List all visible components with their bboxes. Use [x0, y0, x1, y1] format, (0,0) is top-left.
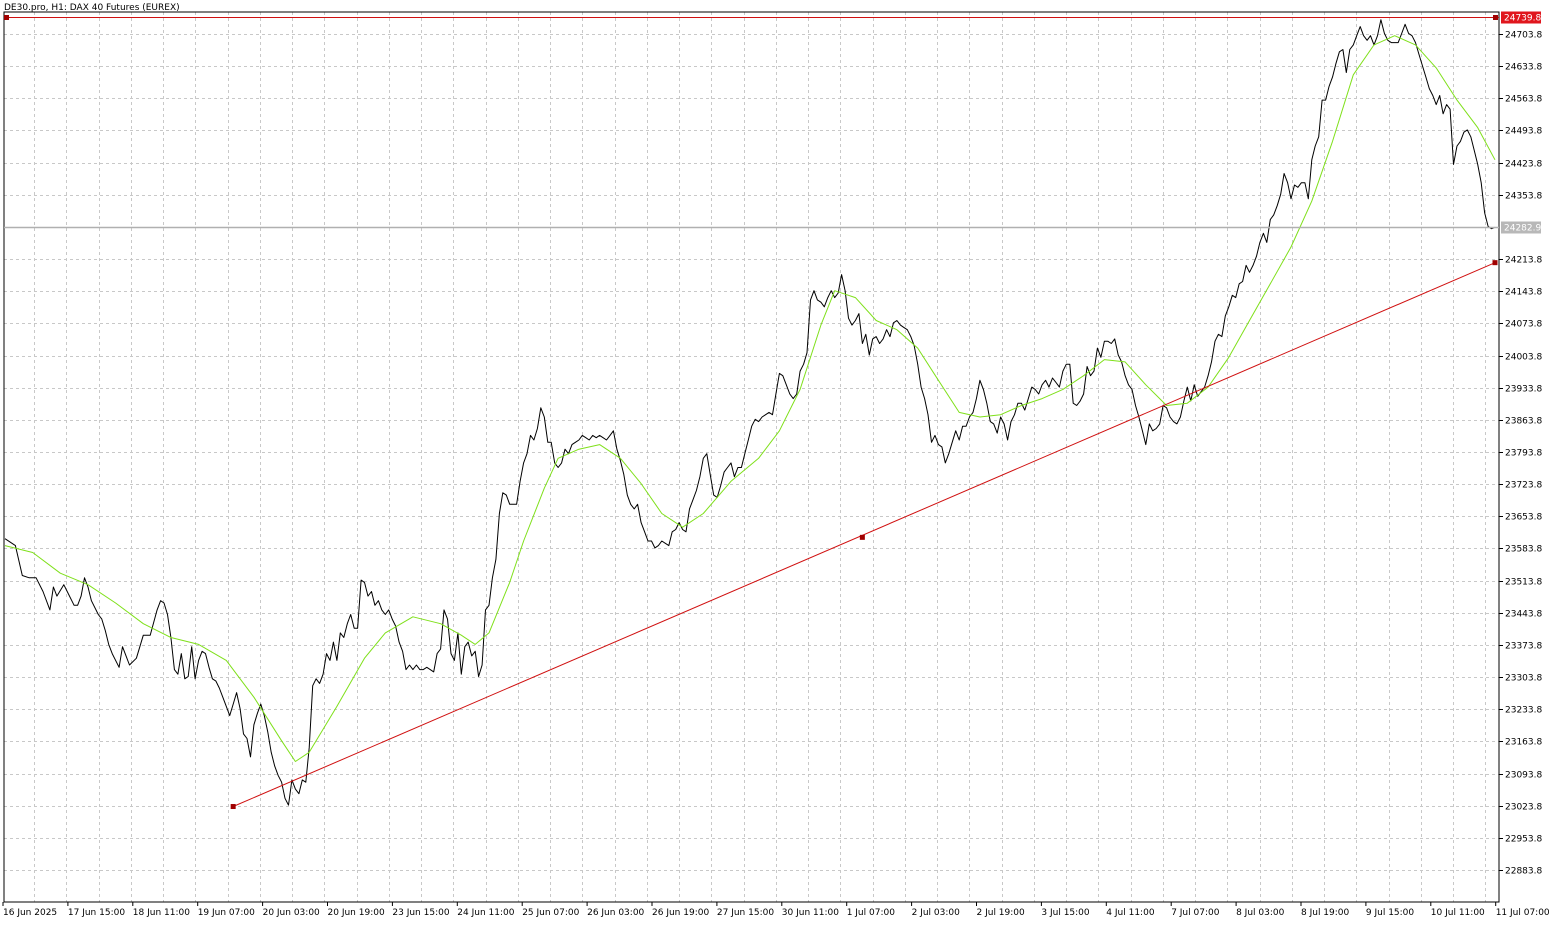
high-line-anchor-left	[4, 15, 9, 20]
x-tick-label: 23 Jun 15:00	[392, 908, 449, 918]
grid	[4, 12, 1499, 902]
current-price-label: 24282.9	[1501, 221, 1541, 234]
y-tick-label: 22953.8	[1505, 835, 1542, 845]
x-tick-label: 19 Jun 07:00	[198, 908, 255, 918]
y-tick-label: 23093.8	[1505, 771, 1542, 781]
x-tick-label: 2 Jul 19:00	[977, 908, 1026, 918]
high-price-label-bg	[1501, 11, 1541, 24]
price-series-line	[4, 19, 1496, 806]
x-tick-label: 26 Jun 19:00	[652, 908, 709, 918]
x-tick-label: 3 Jul 15:00	[1041, 908, 1090, 918]
x-tick-label: 25 Jun 07:00	[522, 908, 579, 918]
support-trendline	[232, 262, 1496, 807]
y-tick-label: 23863.8	[1505, 417, 1542, 427]
x-tick-label: 24 Jun 11:00	[457, 908, 514, 918]
y-tick-label: 23163.8	[1505, 738, 1542, 748]
y-tick-label: 24143.8	[1505, 288, 1542, 298]
y-tick-label: 24073.8	[1505, 320, 1542, 330]
x-tick-label: 8 Jul 03:00	[1236, 908, 1285, 918]
chart-title: DE30.pro, H1: DAX 40 Futures (EUREX)	[4, 3, 180, 13]
x-tick-label: 27 Jun 15:00	[717, 908, 774, 918]
y-tick-label: 23723.8	[1505, 481, 1542, 491]
axes	[2, 11, 1503, 906]
y-tick-label: 24703.8	[1505, 31, 1542, 41]
x-tick-label: 4 Jul 11:00	[1106, 908, 1155, 918]
y-tick-label: 24493.8	[1505, 127, 1542, 137]
x-tick-label: 18 Jun 11:00	[133, 908, 190, 918]
x-tick-label: 7 Jul 07:00	[1171, 908, 1220, 918]
y-tick-label: 24213.8	[1505, 256, 1542, 266]
x-tick-label: 26 Jun 03:00	[587, 908, 644, 918]
y-tick-label: 23233.8	[1505, 706, 1542, 716]
x-tick-label: 30 Jun 11:00	[782, 908, 839, 918]
y-tick-label: 23023.8	[1505, 803, 1542, 813]
y-tick-label: 22883.8	[1505, 867, 1542, 877]
high-price-label: 24739.8	[1501, 11, 1541, 24]
series	[4, 19, 1496, 806]
y-tick-label: 23373.8	[1505, 642, 1542, 652]
current-price-label-bg	[1501, 221, 1541, 234]
x-tick-label: 20 Jun 19:00	[328, 908, 385, 918]
y-tick-label: 24563.8	[1505, 95, 1542, 105]
high-line-anchor-right	[1493, 15, 1498, 20]
x-tick-label: 10 Jul 11:00	[1431, 908, 1485, 918]
y-tick-label: 23513.8	[1505, 578, 1542, 588]
x-tick-label: 1 Jul 07:00	[847, 908, 896, 918]
y-tick-label: 23793.8	[1505, 449, 1542, 459]
y-tick-label: 23583.8	[1505, 545, 1542, 555]
y-tick-label: 23443.8	[1505, 610, 1542, 620]
moving-average-line	[4, 35, 1496, 762]
y-tick-label: 23653.8	[1505, 513, 1542, 523]
x-tick-label: 9 Jul 15:00	[1366, 908, 1415, 918]
y-tick-label: 24003.8	[1505, 353, 1542, 363]
x-tick-label: 8 Jul 19:00	[1301, 908, 1350, 918]
x-tick-label: 20 Jun 03:00	[263, 908, 320, 918]
overlays[interactable]	[4, 15, 1499, 810]
trendline-anchor-end	[1492, 260, 1498, 266]
x-tick-label: 17 Jun 15:00	[68, 908, 125, 918]
plot-frame	[3, 11, 1500, 903]
trendline-anchor-start	[230, 804, 236, 810]
y-tick-label: 23933.8	[1505, 385, 1542, 395]
x-tick-label: 11 Jul 07:00	[1496, 908, 1550, 918]
current-price-label-text: 24282.9	[1504, 224, 1541, 234]
labels: 24703.8 24633.8 24563.8 24493.8 24423.8 24353…	[3, 11, 1550, 918]
y-tick-label: 24423.8	[1505, 160, 1542, 170]
y-tick-label: 24353.8	[1505, 192, 1542, 202]
trendline-anchor-mid	[859, 534, 865, 540]
x-tick-label: 2 Jul 03:00	[912, 908, 961, 918]
high-price-label-text: 24739.8	[1504, 14, 1541, 24]
y-tick-label: 23303.8	[1505, 674, 1542, 684]
y-tick-label: 24633.8	[1505, 63, 1542, 73]
x-tick-label: 16 Jun 2025	[3, 908, 57, 918]
